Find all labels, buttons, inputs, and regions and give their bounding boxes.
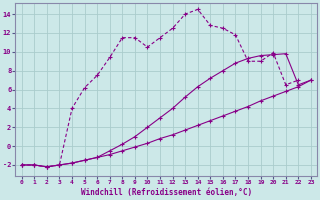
X-axis label: Windchill (Refroidissement éolien,°C): Windchill (Refroidissement éolien,°C) xyxy=(81,188,252,197)
